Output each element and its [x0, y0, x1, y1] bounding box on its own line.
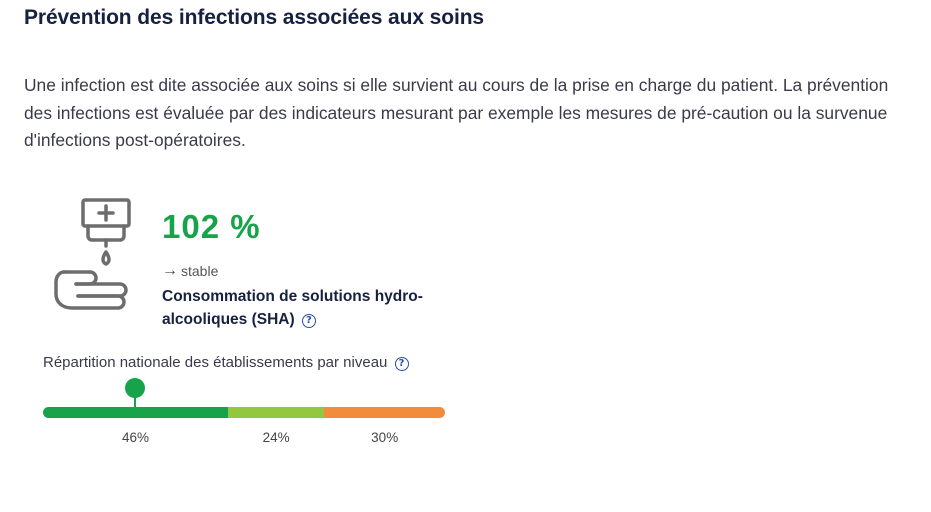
bar-segment: [227, 407, 325, 418]
segment-percentage: 30%: [371, 430, 399, 445]
section-title: Prévention des infections associées aux …: [24, 6, 485, 29]
bar-segment: [43, 407, 228, 418]
marker-head: [125, 378, 146, 398]
level-marker: [125, 378, 146, 408]
distribution-label-text: Répartition nationale des établissements…: [43, 354, 388, 371]
help-icon[interactable]: ?: [394, 357, 409, 371]
segment-percentage: 46%: [121, 430, 149, 445]
distribution-bar: [43, 407, 445, 418]
indicator-label: Consommation de solutions hydro-alcooliq…: [162, 285, 462, 331]
trend-status: → stable: [162, 262, 218, 280]
section-intro: Une infection est dite associée aux soin…: [24, 75, 889, 150]
indicator-value: 102 %: [162, 208, 261, 245]
distribution-label: Répartition nationale des établissements…: [43, 354, 409, 371]
trend-label: stable: [181, 263, 219, 279]
indicator-label-text: Consommation de solutions hydro-alcooliq…: [162, 288, 423, 328]
segment-percentage: 24%: [262, 430, 290, 445]
arrow-right-icon: →: [162, 262, 178, 279]
hand-sanitizer-icon: [54, 198, 131, 310]
bar-segment: [324, 407, 445, 418]
help-icon[interactable]: ?: [301, 314, 316, 328]
marker-stem: [134, 396, 137, 407]
